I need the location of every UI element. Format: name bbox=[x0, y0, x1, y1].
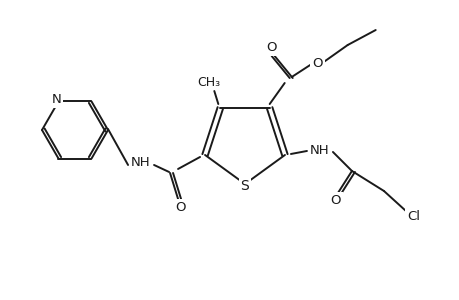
Text: O: O bbox=[312, 56, 322, 70]
Text: Cl: Cl bbox=[407, 211, 420, 224]
Text: N: N bbox=[51, 93, 61, 106]
Text: O: O bbox=[174, 202, 185, 214]
Text: NH: NH bbox=[309, 145, 329, 158]
Text: O: O bbox=[266, 40, 276, 53]
Text: O: O bbox=[330, 194, 341, 208]
Text: NH: NH bbox=[131, 157, 151, 169]
Text: CH₃: CH₃ bbox=[196, 76, 219, 88]
Text: S: S bbox=[240, 179, 249, 193]
